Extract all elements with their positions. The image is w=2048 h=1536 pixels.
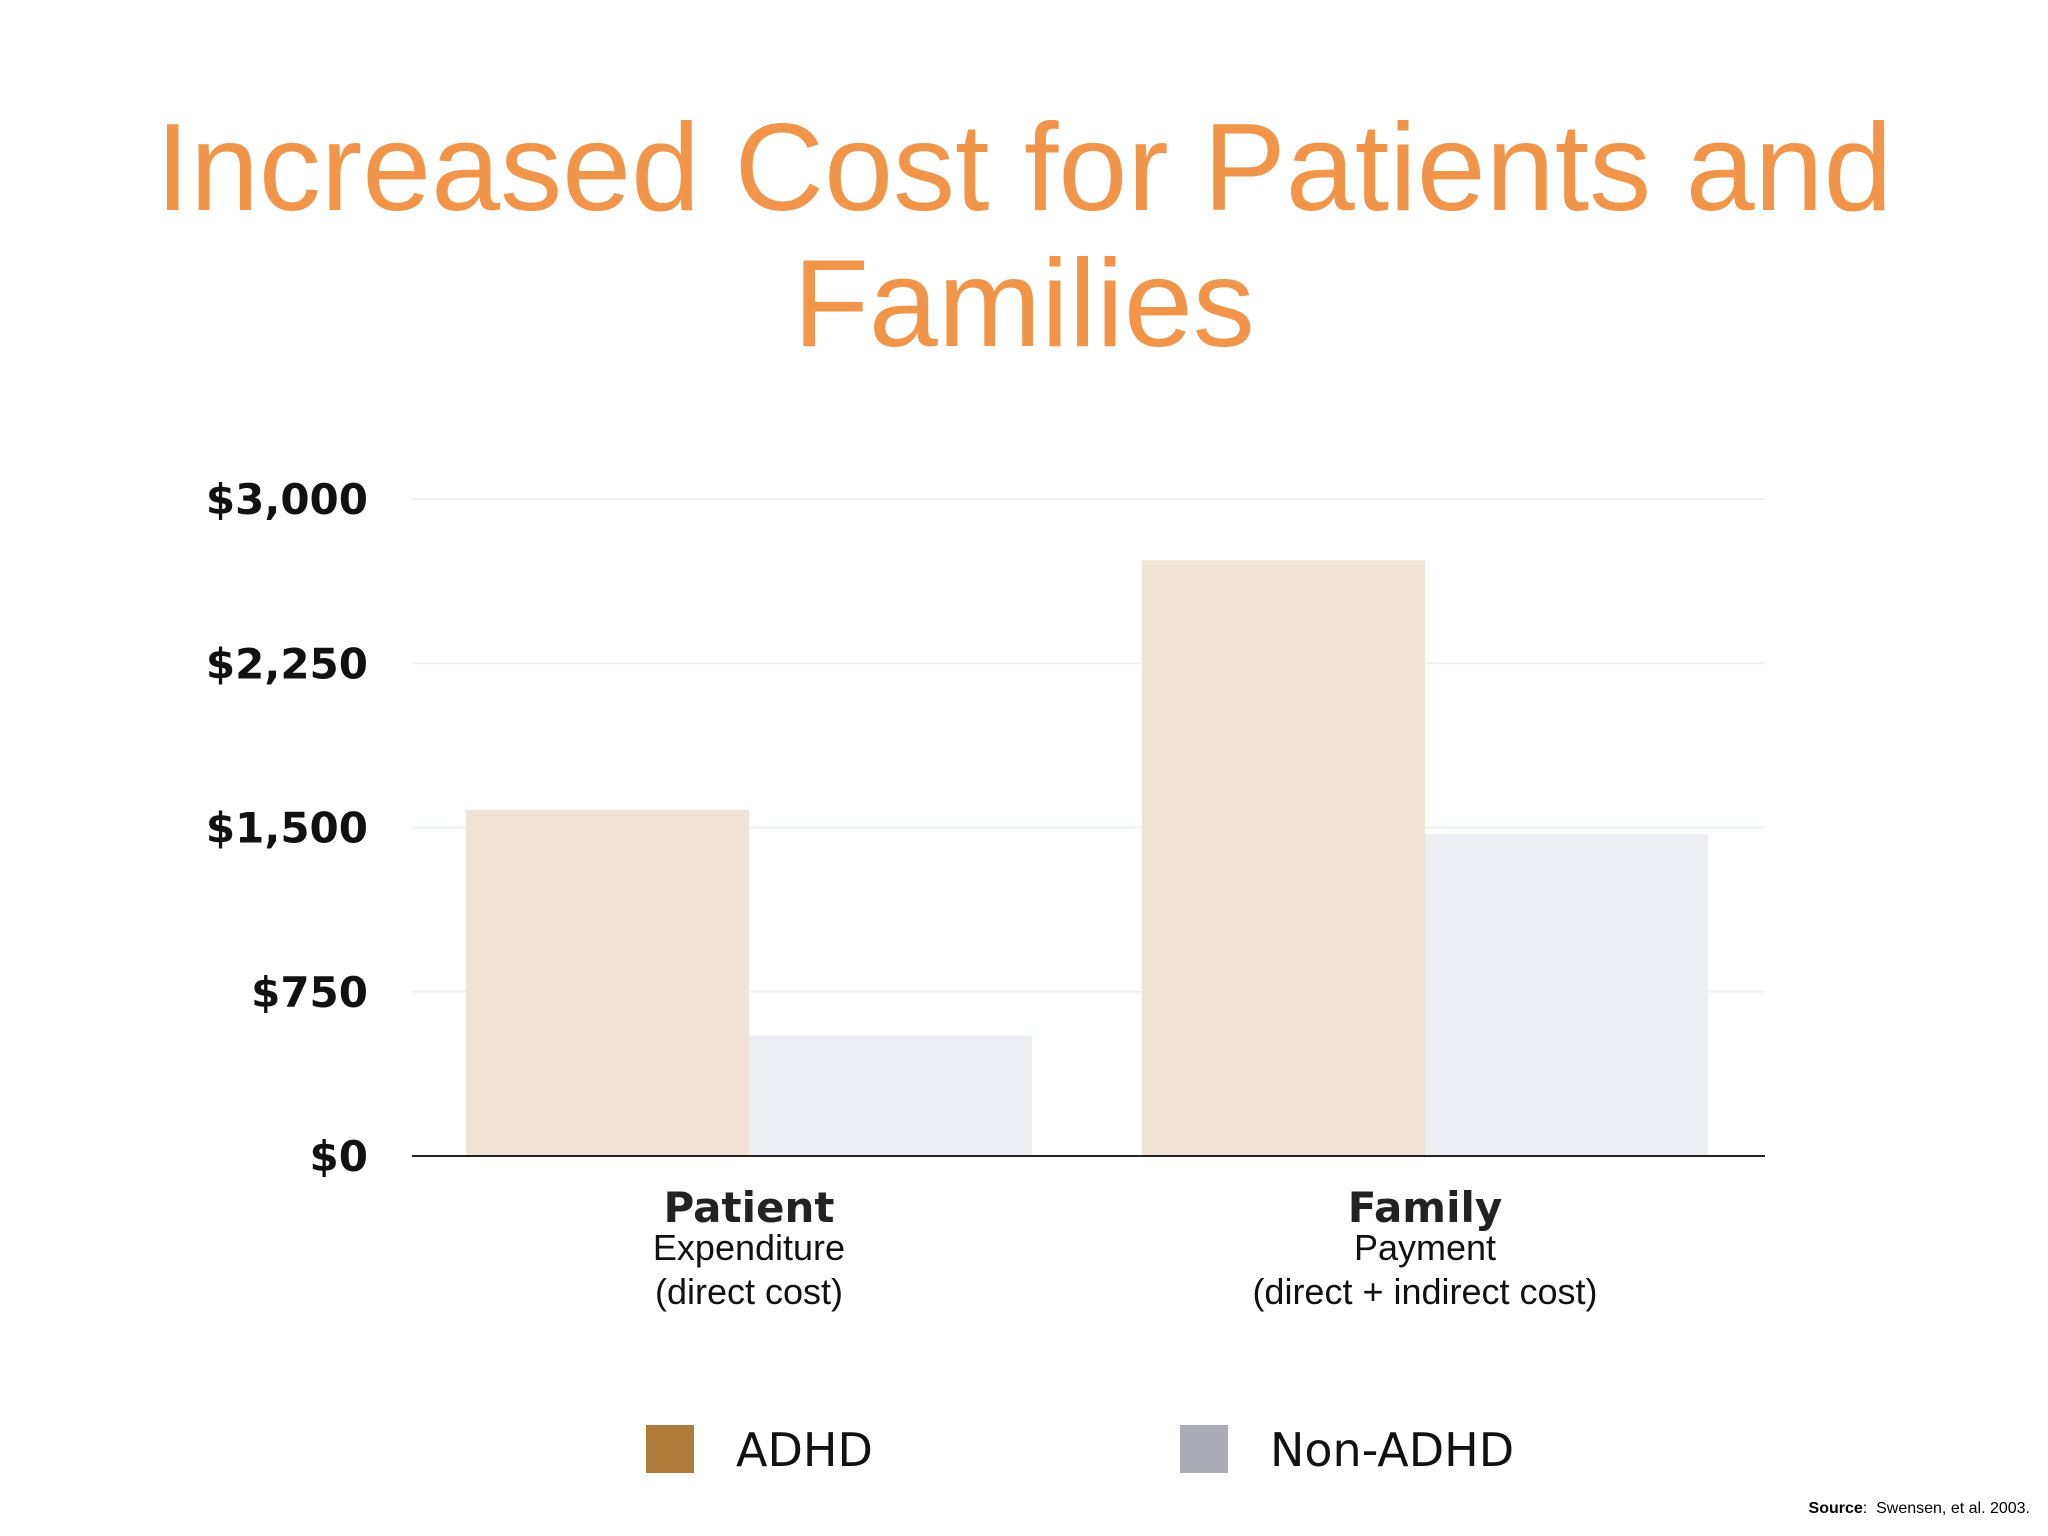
source-label: Source (1808, 1500, 1863, 1517)
bar-non-adhd-family (1425, 834, 1708, 1156)
legend: ADHD Non-ADHD (646, 1423, 1514, 1477)
y-tick-label: $3,000 (206, 475, 368, 524)
category-label: Family (1348, 1183, 1503, 1232)
legend-label-adhd: ADHD (736, 1423, 873, 1477)
bar-non-adhd-patient (749, 1035, 1032, 1156)
bars (466, 560, 1708, 1156)
category-sublabel: (direct cost) (655, 1271, 843, 1312)
source-text: Swensen, et al. 2003. (1876, 1500, 2030, 1517)
legend-swatch-non-adhd (1180, 1425, 1228, 1473)
source-note: Source: Swensen, et al. 2003. (1808, 1500, 2030, 1517)
bar-adhd-family (1142, 560, 1425, 1156)
y-tick-label: $1,500 (206, 804, 368, 853)
legend-label-non-adhd: Non-ADHD (1270, 1423, 1514, 1477)
slide-title: Increased Cost for Patients and Families (155, 99, 1893, 373)
category-sublabel: Payment (1354, 1227, 1496, 1268)
y-tick-label: $750 (251, 968, 368, 1017)
y-axis-ticks: $0 $750 $1,500 $2,250 $3,000 (206, 475, 368, 1181)
category-label: Patient (664, 1183, 835, 1232)
y-tick-label: $2,250 (206, 639, 368, 688)
category-sublabel: Expenditure (653, 1227, 845, 1268)
y-tick-label: $0 (310, 1132, 368, 1181)
category-sublabel: (direct + indirect cost) (1252, 1271, 1597, 1312)
legend-swatch-adhd (646, 1425, 694, 1473)
bar-adhd-patient (466, 809, 749, 1156)
